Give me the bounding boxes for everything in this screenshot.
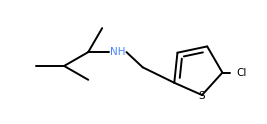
Text: NH: NH bbox=[110, 47, 125, 57]
Text: Cl: Cl bbox=[236, 68, 247, 78]
Text: S: S bbox=[199, 91, 205, 101]
